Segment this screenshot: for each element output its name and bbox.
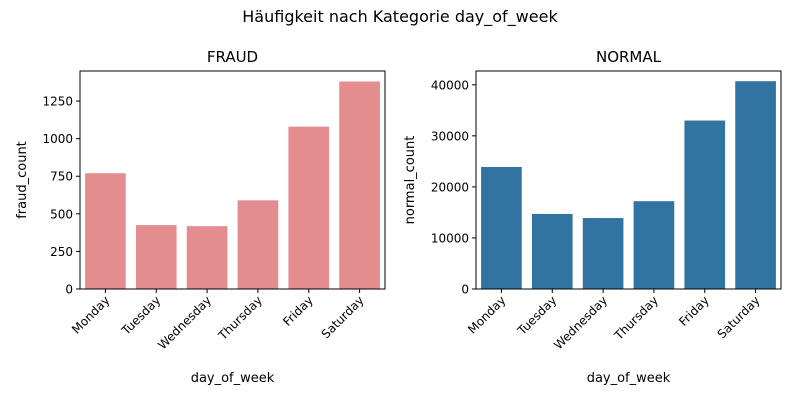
x-axis-label-normal: day_of_week: [587, 371, 671, 386]
y-axis-label-fraud: fraud_count: [15, 141, 30, 219]
bar-normal-wednesday: [582, 218, 624, 289]
y-tick-label-fraud: 1000: [42, 132, 73, 146]
y-tick-label-fraud: 1250: [42, 95, 73, 109]
bar-fraud-thursday: [237, 200, 279, 289]
y-tick-label-fraud: 500: [50, 207, 73, 221]
x-tick-label-normal: Monday: [465, 293, 508, 336]
y-tick-label-normal: 40000: [431, 78, 469, 92]
x-tick-label-fraud: Saturday: [319, 293, 367, 341]
bar-fraud-monday: [85, 173, 126, 289]
bar-normal-tuesday: [531, 213, 573, 289]
x-tick-label-normal: Saturday: [715, 293, 763, 341]
chart-title-normal: NORMAL: [596, 48, 662, 66]
chart-normal: NORMAL day_of_week normal_count 0 10000 20…: [403, 48, 782, 386]
x-tick-label-fraud: Thursday: [215, 293, 265, 343]
x-axis-label-fraud: day_of_week: [191, 371, 275, 386]
bar-normal-friday: [684, 120, 726, 290]
bar-fraud-friday: [288, 126, 330, 289]
bar-normal-thursday: [633, 201, 675, 289]
x-tick-label-fraud: Monday: [69, 293, 112, 336]
y-tick-label-fraud: 0: [65, 283, 73, 297]
x-tick-label-fraud: Wednesday: [155, 293, 214, 352]
chart-title-fraud: FRAUD: [207, 48, 258, 66]
y-tick-label-normal: 20000: [431, 180, 469, 194]
axes-frame-fraud: [79, 70, 386, 290]
y-tick-label-fraud: 250: [50, 245, 73, 259]
bar-fraud-wednesday: [186, 226, 228, 289]
y-tick-label-normal: 10000: [431, 231, 469, 245]
y-tick-label-normal: 0: [461, 283, 469, 297]
chart-fraud: FRAUD day_of_week fraud_count 0 250 500 750…: [15, 48, 386, 386]
y-axis-label-normal: normal_count: [403, 136, 418, 225]
x-tick-label-normal: Tuesday: [514, 293, 559, 338]
x-tick-label-normal: Friday: [676, 293, 712, 329]
bar-normal-monday: [481, 166, 522, 289]
x-tick-label-fraud: Friday: [280, 293, 316, 329]
bar-fraud-saturday: [339, 81, 380, 290]
x-tick-label-normal: Thursday: [611, 293, 661, 343]
axes-frame-normal: [475, 70, 782, 290]
figure-suptitle: Häufigkeit nach Kategorie day_of_week: [242, 7, 558, 27]
y-tick-label-fraud: 750: [50, 170, 73, 184]
x-tick-label-fraud: Tuesday: [118, 293, 163, 338]
bar-normal-saturday: [735, 81, 776, 290]
bar-fraud-tuesday: [135, 225, 177, 289]
x-tick-label-normal: Wednesday: [551, 293, 610, 352]
y-tick-label-normal: 30000: [431, 129, 469, 143]
